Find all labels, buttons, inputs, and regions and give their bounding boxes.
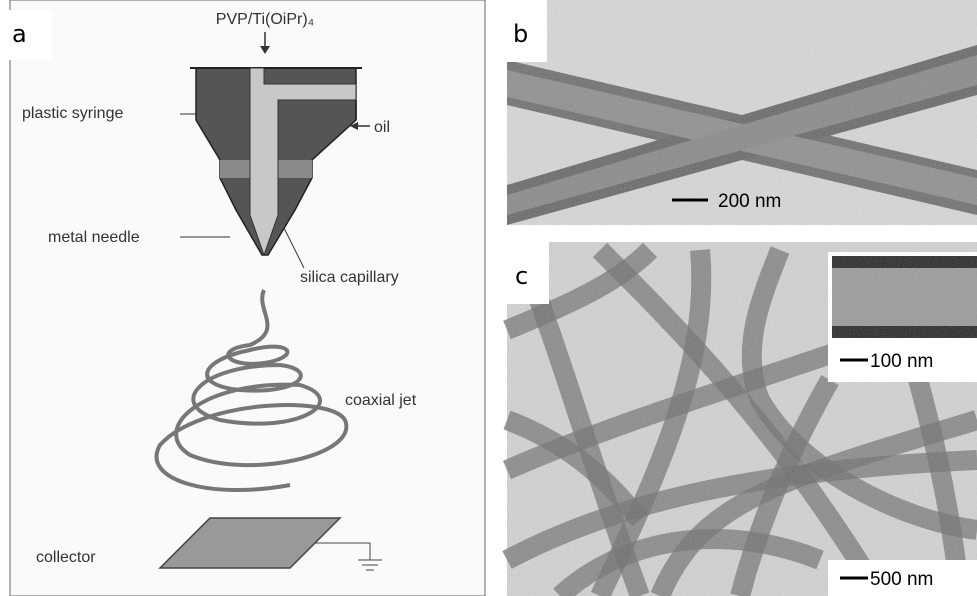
figure: a PVP/Ti(OiPr)₄ plastic syringe oil meta… [0,0,977,596]
feed-label: PVP/Ti(OiPr)₄ [216,11,314,28]
capillary-label: silica capillary [300,269,399,286]
scale-label: 200 nm [718,191,781,212]
inset-scale-label: 100 nm [870,351,933,372]
collector-label: collector [36,549,96,566]
panel-c: c 100 nm 500 nm [507,242,977,596]
panel-label: c [515,262,528,290]
syringe-label: plastic syringe [22,105,123,122]
needle-label: metal needle [48,229,140,246]
oil-label: oil [374,119,390,136]
panel-label: a [12,20,27,48]
panel-a: a PVP/Ti(OiPr)₄ plastic syringe oil meta… [0,0,485,596]
scale-label: 500 nm [870,569,933,590]
jet-label: coaxial jet [345,392,417,409]
panel-b: b 200 nm [505,0,977,225]
texture [832,256,977,338]
panel-label: b [513,20,528,48]
